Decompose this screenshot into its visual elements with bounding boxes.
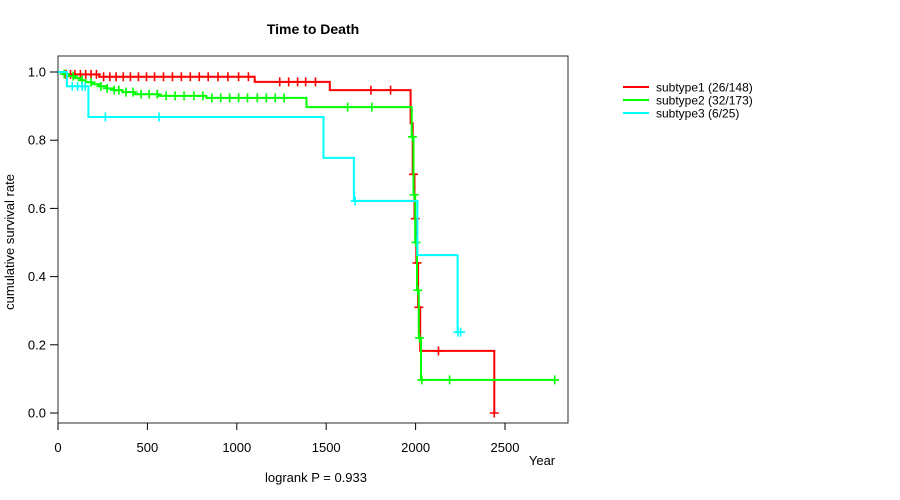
censor-mark xyxy=(150,72,160,82)
censor-mark xyxy=(350,196,360,206)
plot-box xyxy=(57,55,569,424)
legend: subtype1 (26/148)subtype2 (32/173)subtyp… xyxy=(623,81,753,121)
censor-mark xyxy=(86,77,96,87)
censor-mark xyxy=(142,72,152,82)
y-axis-title: cumulative survival rate xyxy=(2,174,17,310)
censor-mark xyxy=(216,93,226,103)
censor-mark xyxy=(114,85,124,95)
censor-mark xyxy=(213,72,223,82)
logrank-annotation: logrank P = 0.933 xyxy=(265,470,367,485)
censor-mark xyxy=(301,77,311,87)
chart-title: Time to Death xyxy=(267,21,359,37)
censor-mark xyxy=(68,71,78,81)
y-tick-label: 1.0 xyxy=(28,65,46,80)
x-tick-label: 500 xyxy=(137,440,159,455)
x-tick-label: 2500 xyxy=(491,440,520,455)
censor-mark xyxy=(411,238,421,247)
censor-mark xyxy=(417,375,427,385)
censor-mark xyxy=(234,93,244,103)
legend-item-label: subtype1 (26/148) xyxy=(656,81,753,95)
survival-curve xyxy=(58,71,556,381)
censor-mark xyxy=(128,87,138,97)
censor-mark xyxy=(189,91,199,101)
x-tick-label: 1000 xyxy=(222,440,251,455)
censor-mark xyxy=(415,333,425,343)
censor-mark xyxy=(366,85,376,95)
censor-mark xyxy=(102,83,112,93)
censor-mark xyxy=(198,91,208,101)
censor-mark xyxy=(100,112,110,122)
censor-mark xyxy=(158,72,168,82)
censor-mark xyxy=(170,91,180,101)
censor-mark xyxy=(243,72,253,82)
censor-mark xyxy=(343,102,353,112)
censor-mark xyxy=(367,102,377,112)
censor-mark xyxy=(409,190,419,200)
censor-mark xyxy=(279,93,289,103)
censor-mark xyxy=(225,93,235,103)
x-axis-ticks: 0 500 1000 1500 2000 2500 xyxy=(54,423,519,455)
censor-mark xyxy=(154,112,164,122)
censor-mark xyxy=(293,77,303,87)
y-tick-label: 0.0 xyxy=(28,406,46,421)
censor-mark xyxy=(176,72,186,82)
censor-mark xyxy=(125,72,135,82)
censor-mark xyxy=(80,81,90,91)
censor-mark xyxy=(207,93,217,103)
censor-mark xyxy=(194,72,204,82)
x-tick-label: 2000 xyxy=(401,440,430,455)
censor-mark xyxy=(96,81,106,91)
censor-mark xyxy=(179,91,189,101)
censor-mark xyxy=(144,89,154,99)
censor-mark xyxy=(386,85,396,95)
y-tick-label: 0.2 xyxy=(28,337,46,352)
y-tick-label: 0.6 xyxy=(28,201,46,216)
y-tick-label: 0.4 xyxy=(28,269,46,284)
censor-mark xyxy=(91,69,101,79)
x-tick-label: 1500 xyxy=(312,440,341,455)
censor-mark xyxy=(310,77,320,87)
censor-mark xyxy=(161,91,171,101)
survival-curve xyxy=(58,71,462,334)
y-axis-ticks: 1.0 0.8 0.6 0.4 0.2 0.0 xyxy=(28,65,58,421)
x-axis-title: Year xyxy=(529,453,556,468)
censor-mark xyxy=(133,72,143,82)
censor-mark xyxy=(284,77,294,87)
censor-mark xyxy=(456,327,466,337)
survival-curves xyxy=(58,69,560,418)
censor-mark xyxy=(445,375,455,385)
legend-item-label: subtype3 (6/25) xyxy=(656,107,739,121)
survival-curve xyxy=(58,71,496,413)
censor-mark xyxy=(550,375,560,385)
censor-mark xyxy=(243,93,253,103)
censor-mark xyxy=(152,89,162,99)
censor-mark xyxy=(252,93,262,103)
censor-mark xyxy=(223,72,233,82)
censor-mark xyxy=(275,77,285,87)
censor-mark xyxy=(167,72,177,82)
censor-mark xyxy=(407,132,417,142)
censor-mark xyxy=(234,72,244,82)
legend-item-label: subtype2 (32/173) xyxy=(656,94,753,108)
censor-mark xyxy=(433,346,443,356)
censor-mark xyxy=(261,93,271,103)
censor-mark xyxy=(489,408,499,418)
censor-mark xyxy=(185,72,195,82)
x-tick-label: 0 xyxy=(54,440,61,455)
censor-mark xyxy=(270,93,280,103)
censor-mark xyxy=(413,285,423,295)
censor-mark xyxy=(136,89,146,99)
censor-mark xyxy=(203,72,213,82)
y-tick-label: 0.8 xyxy=(28,133,46,148)
